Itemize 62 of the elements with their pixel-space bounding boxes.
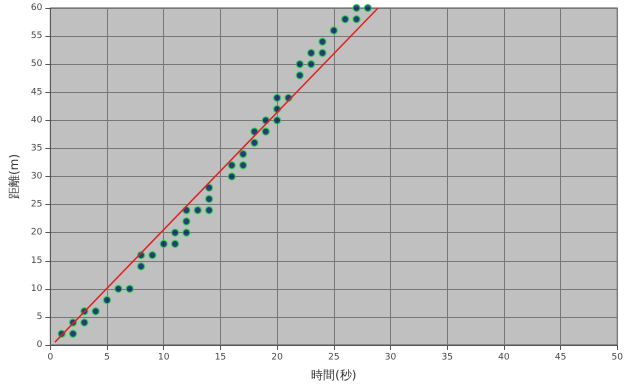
point bbox=[102, 296, 112, 304]
point bbox=[352, 4, 361, 12]
point bbox=[307, 48, 316, 58]
point bbox=[273, 94, 282, 102]
point bbox=[68, 330, 78, 338]
point bbox=[160, 240, 168, 248]
x-tick-label: 30 bbox=[384, 352, 397, 362]
point bbox=[148, 251, 156, 260]
point bbox=[341, 15, 350, 24]
point bbox=[364, 4, 372, 12]
x-tick-label: 50 bbox=[612, 352, 624, 362]
x-tick-label: 45 bbox=[554, 352, 566, 362]
y-tick-label: 25 bbox=[30, 200, 42, 210]
y-tick-label: 45 bbox=[30, 87, 42, 98]
point bbox=[80, 318, 88, 327]
point bbox=[136, 262, 146, 270]
point bbox=[92, 307, 100, 316]
x-tick-label: 40 bbox=[498, 352, 510, 362]
x-tick-label: 35 bbox=[441, 352, 453, 362]
point bbox=[239, 161, 248, 170]
point bbox=[262, 127, 270, 136]
x-tick-label: 10 bbox=[158, 352, 170, 362]
point bbox=[352, 15, 361, 24]
x-tick-label: 20 bbox=[271, 352, 284, 362]
y-tick-label: 50 bbox=[30, 59, 43, 70]
point bbox=[228, 172, 236, 181]
y-tick-label: 40 bbox=[30, 115, 43, 126]
point bbox=[126, 284, 134, 293]
point bbox=[182, 217, 191, 226]
y-tick-label: 60 bbox=[30, 3, 43, 13]
y-tick-label: 15 bbox=[30, 256, 42, 266]
x-axis-title: 時間(秒) bbox=[311, 368, 356, 382]
x-tick-label: 25 bbox=[328, 352, 340, 362]
point bbox=[318, 38, 327, 46]
point bbox=[204, 184, 214, 192]
point bbox=[182, 228, 191, 237]
y-axis-title: 距離(m) bbox=[7, 154, 21, 200]
x-tick-label: 5 bbox=[104, 352, 110, 362]
y-tick-label: 0 bbox=[36, 340, 43, 350]
point bbox=[296, 71, 304, 80]
y-tick-label: 20 bbox=[30, 228, 43, 238]
point bbox=[170, 228, 180, 237]
point bbox=[318, 48, 327, 58]
point bbox=[250, 138, 259, 147]
point bbox=[273, 116, 282, 124]
point bbox=[228, 161, 236, 170]
x-tick-label: 0 bbox=[47, 352, 54, 362]
point bbox=[170, 240, 180, 248]
x-tick-label: 15 bbox=[214, 352, 226, 362]
point bbox=[307, 60, 316, 68]
y-tick-label: 5 bbox=[36, 312, 42, 322]
point bbox=[204, 194, 214, 204]
y-tick-label: 55 bbox=[30, 31, 42, 42]
point bbox=[114, 284, 122, 293]
y-tick-label: 30 bbox=[30, 172, 43, 182]
y-tick-label: 35 bbox=[30, 143, 42, 154]
point bbox=[194, 206, 202, 214]
y-tick-label: 10 bbox=[30, 284, 43, 294]
point bbox=[239, 150, 248, 158]
point bbox=[204, 206, 214, 214]
point bbox=[296, 60, 304, 68]
point bbox=[330, 26, 338, 35]
